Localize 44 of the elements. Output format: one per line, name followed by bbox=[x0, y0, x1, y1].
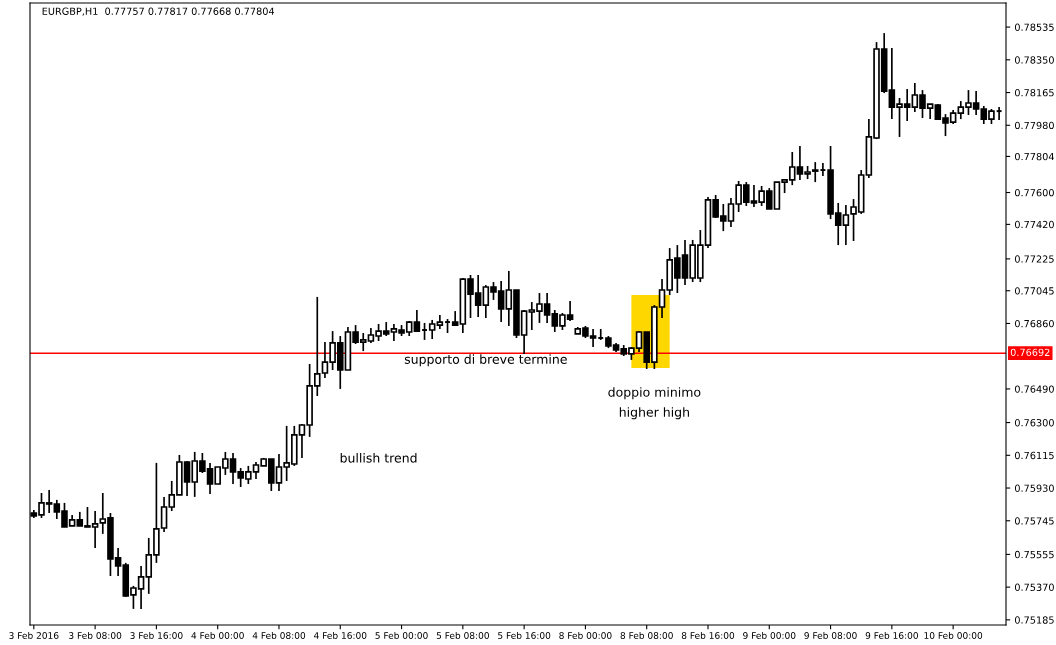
candlestick bbox=[995, 106, 1003, 121]
annotation: supporto di breve termine bbox=[404, 354, 567, 367]
y-tick-label: 0.77804 bbox=[1014, 152, 1054, 161]
x-tick-label: 5 Feb 00:00 bbox=[375, 631, 428, 639]
x-tick-label: 4 Feb 16:00 bbox=[313, 631, 367, 639]
y-tick-label: 0.76115 bbox=[1014, 451, 1054, 460]
y-tick-label: 0.78165 bbox=[1014, 89, 1054, 97]
x-tick-label: 3 Feb 2016 bbox=[9, 631, 59, 639]
y-tick-label: 0.77980 bbox=[1014, 121, 1054, 130]
candlestick bbox=[413, 309, 421, 333]
y-tick-label: 0.75370 bbox=[1014, 583, 1054, 591]
y-tick-label: 0.77600 bbox=[1014, 189, 1054, 197]
x-tick-label: 3 Feb 16:00 bbox=[130, 631, 183, 639]
x-tick-label: 5 Feb 16:00 bbox=[498, 631, 551, 639]
y-tick-label: 0.75555 bbox=[1014, 550, 1054, 559]
y-tick-label: 0.76860 bbox=[1014, 319, 1054, 328]
y-tick-label: 0.77225 bbox=[1014, 255, 1054, 263]
y-tick-label: 0.78535 bbox=[1014, 23, 1054, 31]
x-tick-label: 4 Feb 08:00 bbox=[252, 631, 306, 639]
y-tick-label: 0.77045 bbox=[1014, 287, 1054, 295]
x-tick-label: 8 Feb 16:00 bbox=[681, 631, 735, 639]
x-tick-label: 4 Feb 00:00 bbox=[191, 631, 244, 639]
annotation: bullish trend bbox=[340, 452, 417, 463]
y-tick-label: 0.77420 bbox=[1014, 220, 1054, 229]
candlestick bbox=[597, 328, 605, 341]
y-tick-label: 0.76300 bbox=[1014, 419, 1054, 427]
x-tick-label: 3 Feb 08:00 bbox=[69, 631, 122, 639]
ref-line-label: 0.76692 bbox=[1010, 348, 1050, 357]
y-tick-label: 0.75745 bbox=[1014, 517, 1054, 525]
annotation: higher high bbox=[619, 407, 689, 420]
x-tick-label: 9 Feb 08:00 bbox=[804, 631, 857, 639]
annotation: doppio minimo bbox=[608, 387, 701, 400]
y-tick-label: 0.75185 bbox=[1014, 616, 1054, 624]
y-tick-label: 0.78350 bbox=[1014, 56, 1054, 64]
y-tick-label: 0.76490 bbox=[1014, 385, 1054, 393]
x-tick-label: 10 Feb 00:00 bbox=[924, 631, 983, 639]
x-tick-label: 8 Feb 00:00 bbox=[559, 631, 612, 639]
x-tick-label: 9 Feb 00:00 bbox=[743, 631, 796, 639]
chart-title: EURGBP,H1 0.77757 0.77817 0.77668 0.77804 bbox=[42, 7, 275, 16]
x-tick-label: 9 Feb 16:00 bbox=[865, 631, 918, 639]
y-tick-label: 0.75930 bbox=[1014, 484, 1054, 492]
x-tick-label: 8 Feb 08:00 bbox=[620, 631, 673, 639]
candlestick bbox=[428, 319, 436, 340]
x-tick-label: 5 Feb 08:00 bbox=[436, 631, 489, 639]
